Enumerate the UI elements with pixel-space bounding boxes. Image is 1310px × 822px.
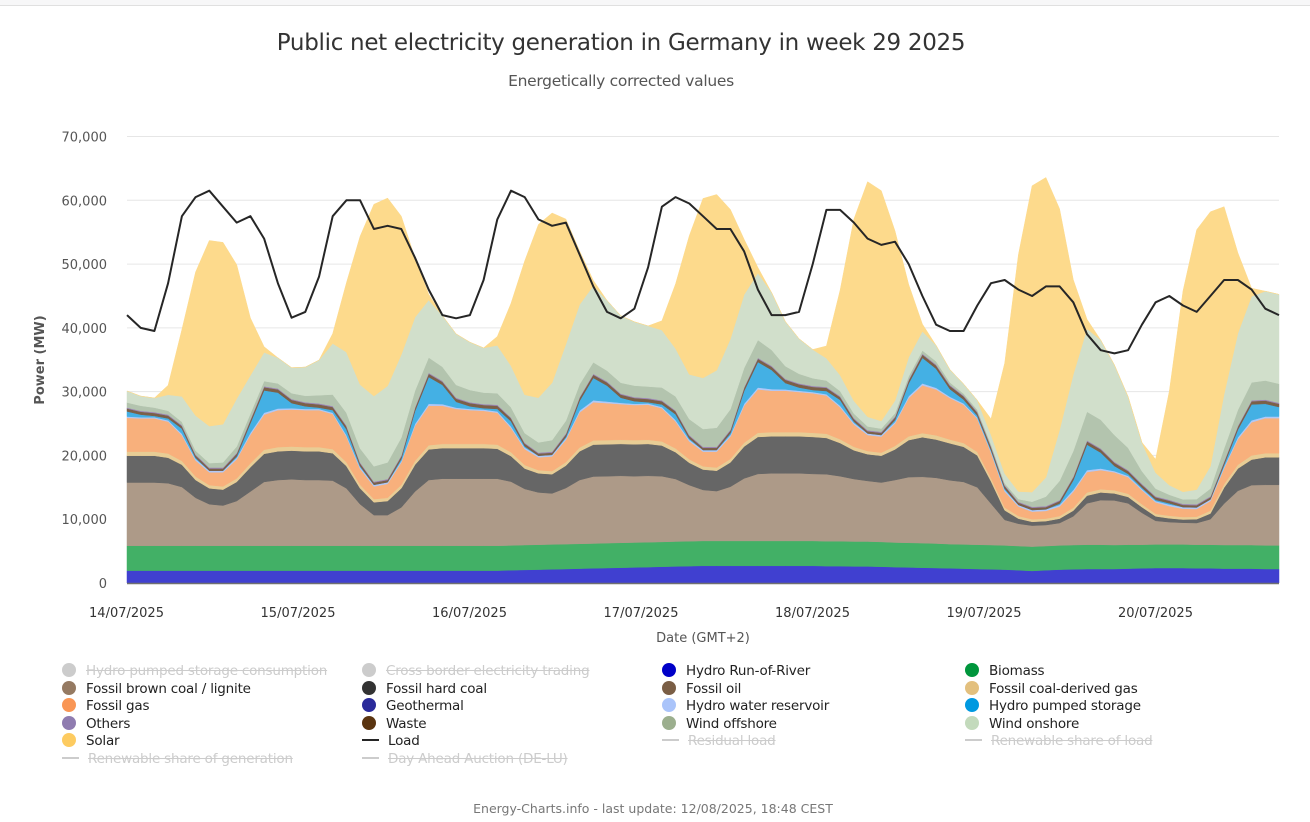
- legend-label: Hydro water reservoir: [686, 698, 830, 715]
- legend-label: Geothermal: [386, 698, 464, 715]
- y-tick-label: 40,000: [62, 322, 108, 337]
- legend-label: Waste: [386, 715, 427, 732]
- legend-line-icon: [662, 739, 679, 742]
- legend-dot-icon: [362, 663, 376, 677]
- legend-label: Renewable share of generation: [88, 751, 293, 767]
- legend-label: Residual load: [688, 733, 776, 750]
- legend-label: Hydro pumped storage consumption: [86, 663, 328, 679]
- line-series: [126, 189, 1280, 355]
- legend-label: Fossil gas: [86, 698, 150, 715]
- x-tick-label: 19/07/2025: [947, 606, 1022, 621]
- legend-dot-icon: [965, 698, 979, 713]
- x-tick-label: 15/07/2025: [261, 606, 336, 621]
- legend-label: Solar: [86, 733, 120, 750]
- legend-item-hydro-water-reservoir[interactable]: Hydro water reservoir: [662, 698, 829, 715]
- legend-item-day-ahead-auction-de-lu[interactable]: Day Ahead Auction (DE-LU): [362, 751, 568, 768]
- legend-item-cross-border-electricity-trading[interactable]: Cross border electricity trading: [362, 663, 590, 680]
- chart-subtitle: Energetically corrected values: [508, 72, 734, 90]
- x-tick-labels: 14/07/2025 15/07/2025 16/07/2025 17/07/2025…: [89, 606, 1193, 621]
- legend-item-renewable-share-of-generation[interactable]: Renewable share of generation: [62, 751, 293, 768]
- legend-line-icon: [62, 757, 79, 759]
- legend-dot-icon: [965, 663, 979, 677]
- legend-item-biomass[interactable]: Biomass: [965, 663, 1045, 680]
- legend-label: Hydro Run-of-River: [686, 663, 811, 679]
- legend-item-fossil-coal-derived-gas[interactable]: Fossil coal-derived gas: [965, 680, 1138, 698]
- area-solar[interactable]: [126, 177, 1280, 493]
- chart-title: Public net electricity generation in Ger…: [276, 30, 966, 56]
- legend-dot-icon: [62, 663, 76, 677]
- legend-label: Day Ahead Auction (DE-LU): [388, 751, 568, 767]
- stacked-areas: [126, 177, 1280, 584]
- legend-label: Hydro pumped storage: [989, 698, 1141, 715]
- legend-item-residual-load[interactable]: Residual load: [662, 733, 776, 750]
- legend-dot-icon: [362, 680, 376, 695]
- legend-line-icon: [362, 739, 379, 742]
- x-tick-label: 18/07/2025: [775, 606, 850, 621]
- legend-item-fossil-gas[interactable]: Fossil gas: [62, 698, 149, 715]
- y-tick-label: 10,000: [62, 513, 108, 528]
- legend-item-others[interactable]: Others: [62, 715, 131, 733]
- legend-item-renewable-share-of-load[interactable]: Renewable share of load: [965, 733, 1153, 750]
- x-tick-label: 17/07/2025: [604, 606, 679, 621]
- legend-label: Fossil coal-derived gas: [989, 680, 1138, 697]
- line-load[interactable]: [126, 189, 1280, 355]
- legend-dot-icon: [62, 715, 76, 730]
- top-bar: [0, 0, 1310, 6]
- y-axis-label: Power (MW): [33, 315, 48, 404]
- x-tick-label: 16/07/2025: [432, 606, 507, 621]
- legend-dot-icon: [662, 698, 676, 713]
- y-tick-label: 30,000: [62, 386, 108, 401]
- legend-dot-icon: [965, 715, 979, 730]
- legend-dot-icon: [662, 663, 676, 677]
- legend-item-wind-offshore[interactable]: Wind offshore: [662, 715, 777, 733]
- x-axis-label: Date (GMT+2): [656, 631, 750, 646]
- chart: 0 10,000 20,000 30,000 40,000 50,000 60,000 70,…: [33, 131, 1280, 646]
- y-tick-label: 0: [99, 577, 107, 592]
- legend-item-fossil-brown-coal-lignite[interactable]: Fossil brown coal / lignite: [62, 680, 251, 698]
- legend-item-hydro-run-of-river[interactable]: Hydro Run-of-River: [662, 663, 810, 680]
- y-tick-label: 60,000: [62, 194, 108, 209]
- legend-dot-icon: [62, 698, 76, 713]
- legend-label: Cross border electricity trading: [386, 663, 590, 679]
- legend-item-wind-onshore[interactable]: Wind onshore: [965, 715, 1080, 733]
- legend-item-hydro-pumped-storage-consumption[interactable]: Hydro pumped storage consumption: [62, 663, 327, 680]
- legend-line-icon: [362, 757, 379, 759]
- legend-dot-icon: [62, 733, 76, 748]
- legend-dot-icon: [662, 680, 676, 695]
- legend-item-load[interactable]: Load: [362, 733, 420, 750]
- legend-item-waste[interactable]: Waste: [362, 715, 427, 733]
- credits[interactable]: Energy-Charts.info - last update: 12/08/…: [473, 801, 833, 816]
- legend-dot-icon: [662, 715, 676, 730]
- legend-label: Load: [388, 733, 420, 750]
- y-tick-label: 50,000: [62, 258, 108, 273]
- y-tick-labels: 0 10,000 20,000 30,000 40,000 50,000 60,000 70,…: [62, 131, 108, 593]
- legend-label: Fossil oil: [686, 680, 742, 697]
- legend-dot-icon: [362, 698, 376, 713]
- x-tick-label: 20/07/2025: [1118, 606, 1193, 621]
- y-tick-label: 20,000: [62, 449, 108, 464]
- legend-dot-icon: [965, 680, 979, 695]
- x-tick-label: 14/07/2025: [89, 606, 164, 621]
- legend-label: Biomass: [989, 663, 1045, 679]
- legend-label: Wind onshore: [989, 715, 1080, 732]
- legend-label: Renewable share of load: [991, 733, 1153, 750]
- y-tick-label: 70,000: [62, 131, 108, 146]
- legend-item-solar[interactable]: Solar: [62, 733, 120, 750]
- legend-dot-icon: [62, 680, 76, 695]
- legend-label: Fossil brown coal / lignite: [86, 680, 251, 697]
- legend-item-hydro-pumped-storage[interactable]: Hydro pumped storage: [965, 698, 1141, 715]
- legend-item-geothermal[interactable]: Geothermal: [362, 698, 464, 715]
- legend-label: Wind offshore: [686, 715, 777, 732]
- legend-line-icon: [965, 739, 982, 742]
- legend-dot-icon: [362, 715, 376, 730]
- legend-label: Others: [86, 715, 131, 732]
- legend-label: Fossil hard coal: [386, 680, 487, 697]
- legend-item-fossil-hard-coal[interactable]: Fossil hard coal: [362, 680, 487, 698]
- legend-item-fossil-oil[interactable]: Fossil oil: [662, 680, 742, 698]
